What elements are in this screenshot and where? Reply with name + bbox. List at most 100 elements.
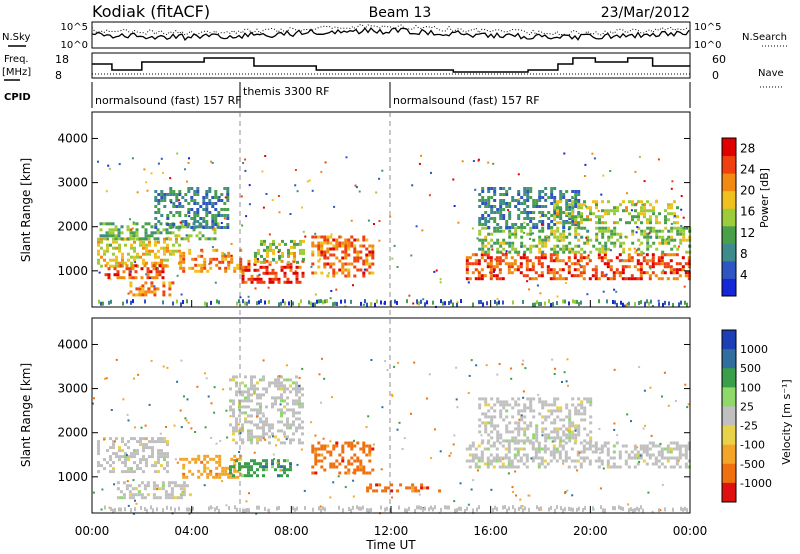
heatmap-fringe [478,300,480,305]
heatmap-cell [359,250,363,254]
heatmap-fringe [432,507,434,512]
heatmap-cell [583,250,587,254]
heatmap-cell [274,277,278,281]
heatmap-cell [338,268,342,272]
heatmap-cell [347,468,351,472]
heatmap-cell [224,269,228,273]
heatmap-fringe [278,505,280,510]
heatmap-cell [265,265,269,269]
heatmap-cell [157,249,160,253]
velocity-colorbar-frame [721,329,737,503]
heatmap-fringe [380,300,382,305]
heatmap-cell [495,265,499,269]
heatmap-cell [161,484,165,488]
heatmap-cell [326,241,330,245]
heatmap-cell [553,218,556,222]
heatmap-cell [208,190,212,193]
heatmap-cell [142,243,145,247]
heatmap-cell [643,232,647,236]
heatmap-cell [523,250,527,254]
heatmap-cell [487,409,491,413]
heatmap-speckle [378,220,381,222]
heatmap-cell [577,409,581,413]
heatmap-fringe [358,506,360,511]
heatmap-cell [639,265,643,269]
heatmap-speckle [597,209,600,212]
heatmap-cell [124,237,127,241]
heatmap-cell [508,250,512,254]
heatmap-cell [667,203,670,207]
heatmap-cell [574,436,578,440]
heatmap-cell [247,277,251,281]
heatmap-cell [256,396,259,400]
heatmap-speckle [393,244,396,247]
heatmap-cell [592,244,596,248]
heatmap-cell [160,455,163,459]
heatmap-cell [329,235,333,239]
heatmap-cell [658,221,661,225]
heatmap-fringe [548,299,550,304]
heatmap-cell [323,468,327,472]
heatmap-cell [262,474,265,478]
heatmap-speckle [272,259,275,262]
heatmap-cell [190,199,194,202]
heatmap-cell [544,205,548,208]
heatmap-cell [664,226,668,230]
heatmap-cell [592,212,595,216]
heatmap-cell [562,196,566,199]
heatmap-cell [135,228,139,232]
heatmap-fringe [276,506,278,511]
heatmap-cell [484,211,488,214]
heatmap-cell [368,262,372,266]
heatmap-cell [562,220,566,223]
heatmap-cell [153,293,157,297]
heatmap-cell [528,441,532,445]
heatmap-speckle [308,179,311,182]
heatmap-cell [292,408,295,412]
heatmap-cell [353,265,357,269]
heatmap-cell [179,266,183,270]
heatmap-cell [265,420,268,424]
heatmap-cell [549,459,553,463]
heatmap-cell [247,405,250,409]
heatmap-cell [552,274,556,278]
heatmap-cell [102,222,106,226]
heatmap-fringe [658,508,660,513]
heatmap-fringe [550,302,552,307]
heatmap-speckle [492,162,495,165]
heatmap-cell [295,280,299,284]
heatmap-cell [531,444,535,448]
heatmap-cell [335,244,339,248]
heatmap-cell [160,246,163,250]
heatmap-cell [490,238,494,242]
heatmap-cell [146,270,150,274]
heatmap-cell [529,439,533,443]
heatmap-cell [144,237,148,241]
heatmap-cell [525,274,529,278]
heatmap-cell [585,441,589,445]
heatmap-cell [639,271,643,275]
heatmap-cell [675,456,679,460]
heatmap-cell [484,430,488,434]
heatmap-cell [580,203,583,207]
heatmap-cell [259,280,263,284]
heatmap-cell [489,453,493,457]
heatmap-cell [550,229,554,233]
heatmap-speckle [649,386,652,389]
heatmap-cell [529,232,533,236]
heatmap-fringe [406,508,408,513]
heatmap-cell [495,456,499,460]
heatmap-cell [474,462,478,466]
heatmap-cell [262,426,265,430]
heatmap-cell [116,496,120,500]
heatmap-speckle [127,292,130,295]
heatmap-speckle [477,269,479,272]
heatmap-cell [492,268,496,272]
heatmap-cell [499,217,503,220]
heatmap-cell [666,450,670,454]
heatmap-cell [200,269,204,273]
heatmap-cell [371,244,375,248]
heatmap-cell [286,417,289,421]
heatmap-cell [353,259,357,263]
heatmap-cell [573,441,577,445]
